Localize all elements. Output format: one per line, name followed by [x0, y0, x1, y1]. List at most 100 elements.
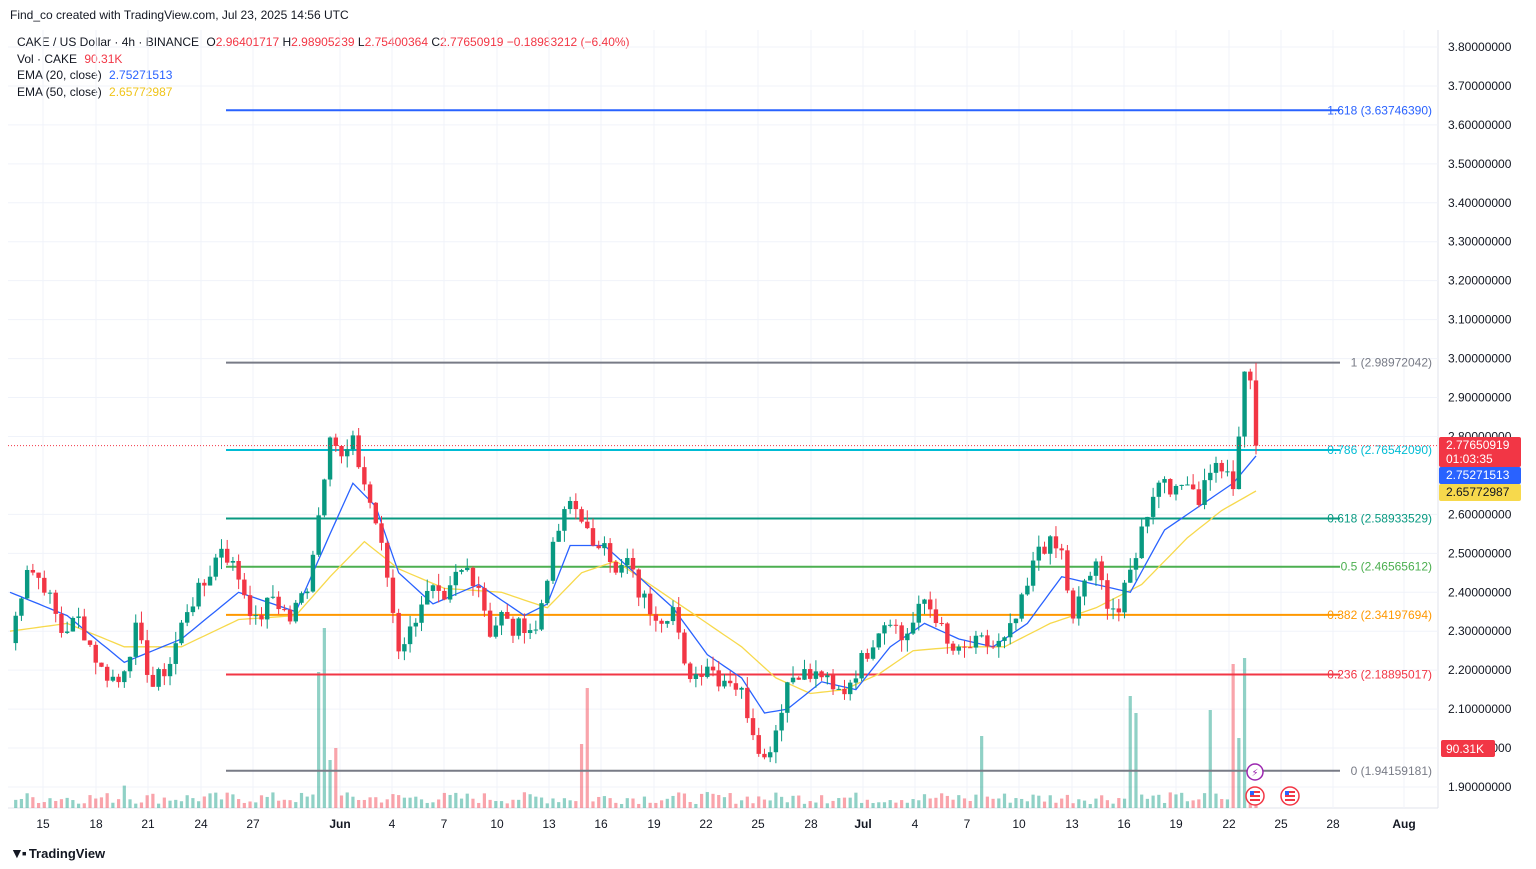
volume-bar: [682, 793, 687, 808]
volume-bar: [465, 793, 469, 808]
x-tick-label: 16: [1117, 817, 1131, 831]
candle-body: [659, 620, 664, 624]
candle-body: [385, 542, 390, 578]
candle-body: [104, 666, 110, 681]
candle-body: [82, 616, 87, 641]
candle-body: [190, 606, 196, 613]
candle: [545, 579, 550, 606]
tradingview-brand[interactable]: ▼▪ TradingView: [10, 845, 105, 861]
symbol-row[interactable]: CAKE / US Dollar · 4h · BINANCE O2.96401…: [17, 34, 630, 51]
candle-body: [144, 640, 150, 675]
volume-bar: [499, 801, 504, 808]
candle: [173, 631, 178, 675]
close-value: 2.77650919: [440, 35, 504, 49]
candle: [739, 686, 744, 699]
candle-body: [402, 644, 407, 652]
candle: [1059, 543, 1064, 560]
ema50-row[interactable]: EMA (50, close) 2.65772987: [17, 84, 630, 101]
x-tick-label: 7: [441, 817, 448, 831]
volume-bar: [139, 802, 144, 808]
volume-bar: [808, 801, 812, 808]
volume-bar: [1220, 799, 1224, 808]
volume-bar: [179, 801, 184, 808]
volume-bar: [82, 803, 86, 808]
volume-bar: [888, 800, 892, 808]
volume-bar: [1031, 794, 1035, 808]
volume-bar: [848, 797, 852, 808]
symbol-name[interactable]: CAKE / US Dollar · 4h · BINANCE: [17, 35, 200, 49]
volume-bar: [1077, 799, 1081, 808]
candle-body: [1082, 580, 1087, 597]
candle: [1070, 587, 1076, 624]
candle-body: [882, 625, 887, 634]
candle-body: [59, 613, 64, 633]
candle-body: [562, 509, 567, 531]
last-price-badge-bg: [1439, 437, 1521, 467]
candle: [36, 572, 41, 590]
volume-bar: [780, 796, 784, 808]
volume-bar: [254, 802, 258, 808]
volume-bar: [391, 794, 395, 808]
x-axis: 15 18 21 24 27 Jun 4 7 10 13 16 19 22 25 28 Jul 4 7 10 13 16…: [36, 30, 1416, 831]
x-tick-label: 10: [490, 817, 504, 831]
candle-body: [796, 677, 801, 680]
candle: [1116, 599, 1122, 622]
candle: [1242, 371, 1247, 448]
candle: [265, 597, 270, 629]
candle: [299, 591, 304, 605]
candle: [224, 539, 230, 566]
ema50-badge: 2.65772987: [1439, 484, 1521, 501]
candle: [93, 641, 98, 675]
candles: [13, 362, 1259, 764]
fib-level-label: 0 (1.94159181): [1351, 764, 1432, 778]
candle: [630, 548, 636, 578]
candle: [487, 602, 493, 638]
candle: [767, 746, 773, 763]
candle-body: [625, 557, 630, 566]
volume-bar: [122, 785, 126, 808]
candle: [859, 650, 864, 682]
ema20-row[interactable]: EMA (20, close) 2.75271513: [17, 67, 630, 84]
y-tick-label: 2.30000000: [1448, 624, 1512, 638]
candle: [905, 628, 910, 652]
candle-body: [305, 591, 310, 594]
candle: [910, 611, 916, 635]
candle-body: [407, 626, 413, 645]
candle: [1190, 474, 1196, 490]
volume-bar: [659, 800, 664, 808]
volume-bar: [802, 803, 807, 808]
candle: [825, 672, 830, 685]
volume-bar: [602, 796, 607, 808]
volume-bar: [711, 793, 715, 808]
candle-body: [1173, 485, 1179, 495]
candle: [773, 724, 779, 764]
ema50-badge-text: 2.65772987: [1446, 485, 1510, 499]
candle-body: [173, 643, 178, 664]
candle-body: [636, 569, 641, 598]
chart-legend: CAKE / US Dollar · 4h · BINANCE O2.96401…: [17, 34, 630, 100]
chart-caption: Find_co created with TradingView.com, Ju…: [10, 8, 349, 22]
x-tick-label: Jun: [329, 817, 350, 831]
candle: [1196, 481, 1202, 508]
candle: [705, 658, 710, 679]
volume-bar: [1168, 792, 1172, 808]
candle: [1139, 518, 1144, 559]
volume-bar: [31, 797, 35, 808]
candle-body: [1013, 618, 1019, 624]
candle-body: [767, 752, 773, 758]
volume-row[interactable]: Vol · CAKE 90.31K: [17, 51, 630, 68]
y-tick-label: 3.70000000: [1448, 79, 1512, 93]
candle: [150, 666, 156, 687]
volume-bar: [448, 794, 452, 808]
candle-body: [910, 622, 916, 634]
candle-body: [1156, 482, 1162, 497]
candle-body: [1030, 560, 1036, 586]
lightning-icon: [1246, 763, 1264, 781]
volume-bar: [317, 672, 321, 808]
candle-body: [516, 618, 521, 636]
candle-body: [676, 607, 681, 633]
volume-bar: [865, 799, 869, 808]
candle: [1053, 526, 1059, 558]
volume-bar: [528, 794, 532, 808]
